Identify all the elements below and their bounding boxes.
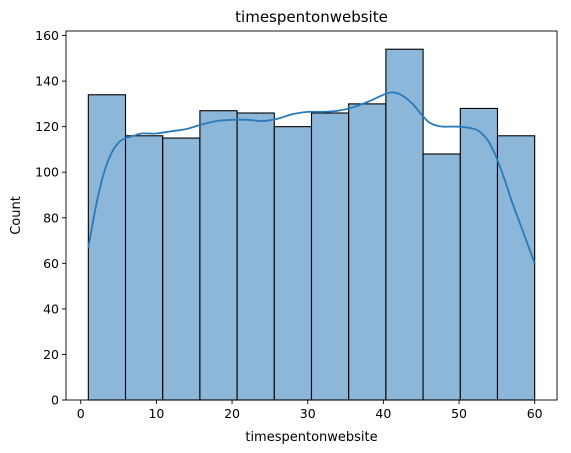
histogram-bar [124,135,164,401]
y-tick-label: 20 [43,347,59,362]
histogram-bar [496,135,536,401]
y-tick-label: 140 [35,74,59,89]
y-axis-title: Count [9,196,24,235]
x-tick-label: 10 [148,406,164,421]
kde-curve [87,91,536,264]
x-tick-label: 30 [300,406,316,421]
chart-title: timespentonwebsite [235,8,388,26]
plot-frame [65,30,558,401]
x-tick-label: 50 [451,406,467,421]
y-tick-label: 100 [35,165,59,180]
y-tick-label: 120 [35,119,59,134]
histogram-bar [310,112,350,401]
x-axis: 0 10 20 30 40 50 60 [77,400,543,421]
histogram-bar [236,112,275,401]
y-tick-label: 0 [51,393,59,408]
y-tick-label: 80 [43,210,59,225]
x-tick-label: 60 [527,406,543,421]
histogram-bar [459,107,499,401]
y-tick-label: 60 [43,256,59,271]
histogram-bar [273,126,313,401]
histogram-bars [87,48,536,401]
histogram-bar [348,103,387,401]
x-tick-label: 0 [77,406,85,421]
histogram-bar [162,137,201,401]
x-tick-label: 40 [375,406,391,421]
y-axis: 0 20 40 60 80 100 120 140 160 [35,28,66,408]
histogram-bar [422,153,461,401]
x-tick-label: 20 [224,406,240,421]
y-tick-label: 40 [43,301,59,316]
histogram-bar [199,110,238,401]
histogram-bar [87,94,127,401]
x-axis-title: timespentonwebsite [245,430,377,445]
y-tick-label: 160 [35,28,59,43]
histogram-bar [385,48,424,401]
